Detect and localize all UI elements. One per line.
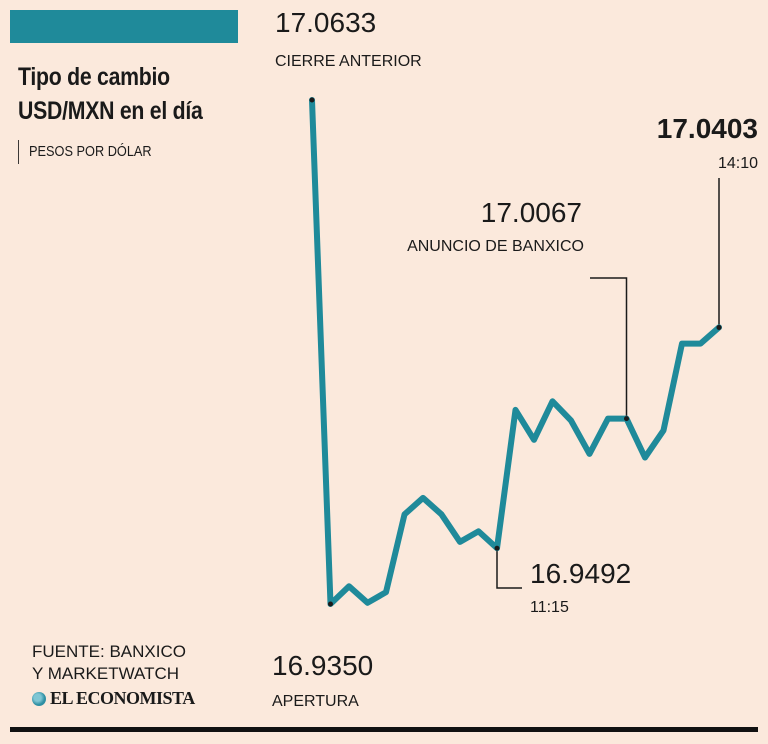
bottom-rule xyxy=(10,727,758,732)
last-time-label: 14:10 xyxy=(718,155,758,172)
low-time-label: 11:15 xyxy=(530,599,569,616)
banxico-leader-line xyxy=(590,277,628,419)
data-point-open xyxy=(328,601,333,607)
brand-name: EL ECONOMISTA xyxy=(50,688,195,708)
data-point-last xyxy=(716,324,722,330)
source-line-1: FUENTE: BANXICO xyxy=(32,642,186,661)
data-point-low xyxy=(494,545,500,551)
open-value: 16.9350 xyxy=(272,650,373,681)
title-line-1: Tipo de cambio xyxy=(18,63,170,91)
data-point-banxico xyxy=(624,416,629,422)
last-value: 17.0403 xyxy=(657,113,758,144)
banxico-label: ANUNCIO DE BANXICO xyxy=(407,238,584,255)
chart-title: Tipo de cambio USD/MXN en el día xyxy=(18,60,203,128)
low-leader-line xyxy=(496,548,522,589)
title-line-2: USD/MXN en el día xyxy=(18,97,203,125)
units-label: PESOS POR DÓLAR xyxy=(18,140,152,164)
data-point-previous_close xyxy=(309,97,315,103)
annotation-leaders xyxy=(496,178,720,589)
el-economista-logo-icon xyxy=(32,691,46,706)
brand-logo: EL ECONOMISTA xyxy=(32,688,195,709)
source-note: FUENTE: BANXICO Y MARKETWATCH xyxy=(32,641,186,685)
banxico-value: 17.0067 xyxy=(481,197,582,228)
prev-close-value: 17.0633 xyxy=(275,7,376,38)
prev-close-label: CIERRE ANTERIOR xyxy=(275,53,422,70)
source-line-2: Y MARKETWATCH xyxy=(32,664,180,683)
open-label: APERTURA xyxy=(272,693,359,710)
annotation-dots xyxy=(309,97,722,607)
accent-bar xyxy=(10,10,238,43)
low-value: 16.9492 xyxy=(530,558,631,589)
series-line xyxy=(309,97,722,607)
